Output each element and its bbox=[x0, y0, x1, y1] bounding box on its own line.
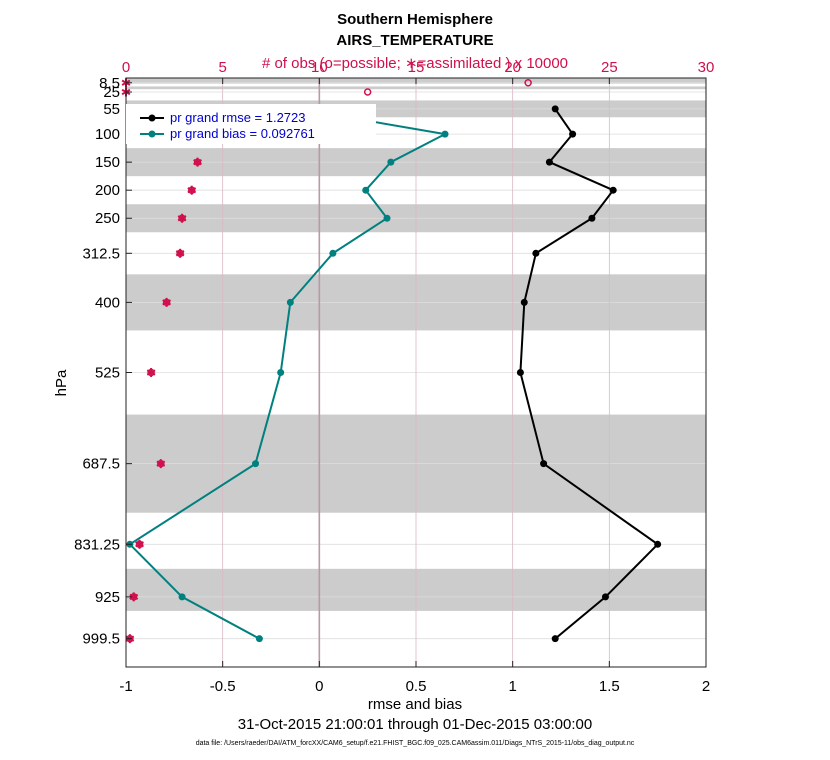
x-tick-label: -1 bbox=[119, 678, 132, 695]
point-rmse bbox=[654, 540, 662, 548]
point-bias bbox=[329, 249, 337, 257]
top-axis-label: # of obs (o=possible; ∗=assimilated ) x … bbox=[262, 55, 568, 72]
legend: pr grand rmse = 1.2723 pr grand bias = 0… bbox=[126, 104, 376, 144]
x-tick-label: 1.5 bbox=[599, 678, 620, 695]
y-tick-label: 250 bbox=[95, 210, 120, 227]
x-axis-label: rmse and bias bbox=[368, 696, 462, 713]
obs-assimilated-marker bbox=[129, 593, 139, 600]
y-axis-label: hPa bbox=[53, 369, 70, 396]
x-tick-label: 0.5 bbox=[406, 678, 427, 695]
y-tick-label: 525 bbox=[95, 365, 120, 382]
point-rmse bbox=[601, 593, 609, 601]
y-tick-label: 687.5 bbox=[82, 456, 120, 473]
x-tick-label: 2 bbox=[702, 678, 710, 695]
obs-assimilated-marker bbox=[162, 299, 171, 306]
point-rmse bbox=[516, 369, 524, 376]
point-rmse bbox=[609, 186, 617, 194]
date-range: 31-Oct-2015 21:00:01 through 01-Dec-2015… bbox=[238, 716, 592, 733]
legend-bias-text: pr grand bias = 0.092761 bbox=[170, 126, 315, 141]
obs-assimilated-marker bbox=[193, 159, 202, 166]
point-rmse bbox=[532, 249, 540, 257]
point-bias bbox=[286, 298, 294, 306]
x-tick-label: -0.5 bbox=[210, 678, 236, 695]
point-rmse bbox=[551, 105, 559, 113]
obs-assimilated-marker bbox=[177, 215, 187, 222]
point-bias bbox=[255, 635, 263, 643]
point-bias bbox=[441, 130, 449, 138]
chart-title: Southern Hemisphere bbox=[337, 11, 493, 28]
top-tick-label: 30 bbox=[698, 59, 715, 76]
top-tick-label: 15 bbox=[408, 59, 425, 76]
obs-possible-marker bbox=[524, 79, 532, 87]
point-bias bbox=[387, 158, 395, 166]
point-rmse bbox=[520, 298, 528, 306]
series-layer bbox=[126, 105, 662, 643]
y-tick-label: 100 bbox=[95, 126, 120, 143]
y-tick-label: 55 bbox=[103, 101, 120, 118]
point-bias bbox=[252, 460, 260, 468]
point-bias bbox=[383, 214, 391, 222]
top-tick-label: 25 bbox=[601, 59, 618, 76]
point-rmse bbox=[569, 130, 577, 138]
obs-assimilated-marker bbox=[175, 250, 185, 257]
legend-bias-marker bbox=[148, 130, 156, 138]
y-tick-label: 25 bbox=[103, 84, 120, 101]
series-line-rmse bbox=[519, 108, 660, 640]
y-tick-label: 200 bbox=[95, 182, 120, 199]
point-bias bbox=[178, 593, 186, 601]
top-tick-label: 20 bbox=[504, 59, 521, 76]
y-tick-label: 831.25 bbox=[74, 536, 120, 553]
obs-assimilated-marker bbox=[156, 460, 166, 467]
x-tick-label: 0 bbox=[315, 678, 323, 695]
point-bias bbox=[277, 369, 285, 376]
top-tick-label: 0 bbox=[122, 59, 130, 76]
legend-rmse-text: pr grand rmse = 1.2723 bbox=[170, 110, 306, 125]
y-tick-label: 999.5 bbox=[82, 631, 120, 648]
obs-assimilated-marker bbox=[187, 187, 197, 194]
y-tick-label: 8.5 bbox=[99, 75, 120, 92]
top-tick-label: 5 bbox=[218, 59, 226, 76]
y-tick-label: 312.5 bbox=[82, 245, 120, 262]
legend-box bbox=[126, 104, 376, 144]
obs-assimilated-marker bbox=[135, 541, 144, 548]
tick-labels: -1 -0.5 0 0.5 1 1.5 20 5 10 15 20 25 308.52555100150… bbox=[74, 59, 714, 695]
y-tick-label: 150 bbox=[95, 154, 120, 171]
y-tick-label: 400 bbox=[95, 294, 120, 311]
point-rmse bbox=[588, 214, 596, 222]
legend-rmse-marker bbox=[148, 114, 156, 122]
point-bias bbox=[362, 186, 370, 194]
x-tick-label: 1 bbox=[508, 678, 516, 695]
y-tick-label: 925 bbox=[95, 589, 120, 606]
data-file-footnote: data file: /Users/raeder/DAI/ATM_forcXX/… bbox=[196, 740, 635, 747]
point-rmse bbox=[545, 158, 553, 166]
point-rmse bbox=[551, 635, 559, 643]
series-line-bias bbox=[128, 107, 449, 640]
chart-subtitle: AIRS_TEMPERATURE bbox=[336, 32, 493, 49]
obs-possible-marker bbox=[363, 88, 372, 96]
point-rmse bbox=[540, 460, 548, 468]
top-tick-label: 10 bbox=[311, 59, 328, 76]
obs-assimilated-marker bbox=[146, 369, 156, 376]
